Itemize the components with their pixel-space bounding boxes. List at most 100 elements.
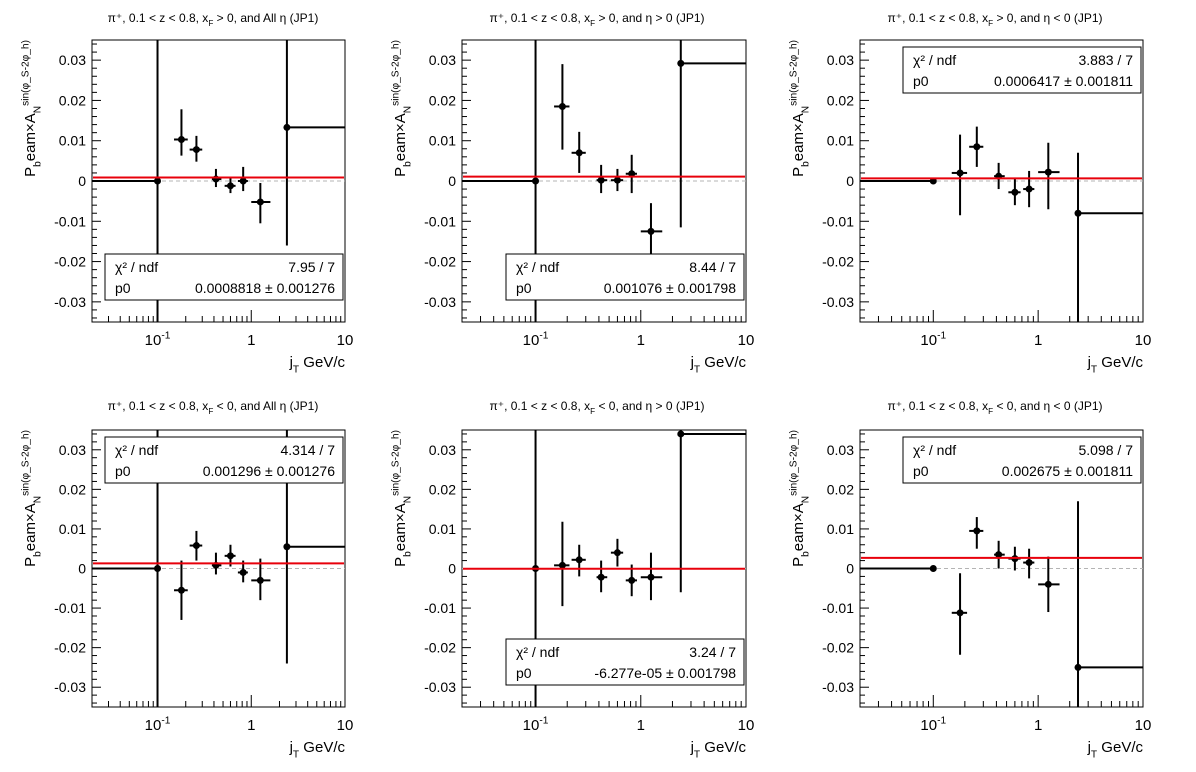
data-marker [628,576,636,584]
y-tick-label: 0 [846,561,854,577]
chart-title: π⁺, 0.1 < z < 0.8, xF > 0, and η > 0 (JP… [489,11,704,28]
stats-box: χ² / ndf 4.314 / 7 p0 0.001296 ± 0.001276 [104,436,344,484]
y-tick-label: 0.03 [59,442,86,458]
y-tick-label: 0.03 [59,52,86,68]
x-axis-label: jT GeV/c [289,739,346,760]
stats-p0-label: p0 [115,280,131,296]
x-axis-label: jT GeV/c [690,354,747,375]
data-point [951,134,968,216]
x-tick-label: 10 [1135,332,1152,349]
x-tick-label: 10-1​ [523,715,549,734]
y-tick-label: -0.03 [54,294,86,310]
x-tick-label: 1 [247,717,255,734]
y-tick-label: 0.01 [429,133,456,149]
data-marker [192,146,200,154]
data-marker [226,552,234,560]
stats-p0-label: p0 [913,73,929,89]
data-marker [1074,209,1082,217]
y-tick-label: 0 [846,173,854,189]
data-point [994,540,1005,569]
data-marker [239,177,247,185]
data-point [860,565,937,572]
y-tick-label: 0.02 [429,481,456,497]
y-tick-label: -0.01 [424,600,456,616]
data-marker [558,102,566,110]
chart-panel-4: π⁺, 0.1 < z < 0.8, xF < 0, and All η (JP… [20,399,353,760]
y-tick-label: 0 [78,561,86,577]
x-tick-label: 1 [1034,717,1042,734]
stats-p0-value: 0.001296 ± 0.001276 [203,463,335,479]
x-tick-label: 10-1​ [145,715,171,734]
data-point [189,135,203,162]
data-point [283,40,345,246]
data-marker [1025,559,1033,567]
x-tick-label: 10 [1135,717,1152,734]
stats-box: χ² / ndf 3.883 / 7 p0 0.0006417 ± 0.001811 [902,46,1142,94]
y-tick-label: -0.02 [54,640,86,656]
stats-box-frame [104,253,344,301]
y-tick-label: 0.02 [827,92,854,108]
y-tick-label: 0.01 [429,521,456,537]
data-point [625,564,637,597]
y-tick-label: -0.02 [822,254,854,270]
x-tick-label: 10-1​ [145,330,171,349]
y-tick-label: -0.03 [822,294,854,310]
stats-box-frame [104,436,344,484]
data-marker [154,565,162,572]
y-tick-label: -0.02 [424,254,456,270]
stats-p0-value: 0.0008818 ± 0.001276 [195,280,335,296]
y-axis-label: Pbeam×ANsin(φ_S-2φ_h)​ [20,40,43,177]
stats-chi2-label: χ² / ndf [913,52,956,68]
y-tick-label: 0.01 [827,133,854,149]
data-point [969,517,984,549]
data-point [640,552,663,601]
chart-panel-1: π⁺, 0.1 < z < 0.8, xF > 0, and All η (JP… [20,11,353,375]
data-point [174,109,188,156]
chart-panel-3: π⁺, 0.1 < z < 0.8, xF > 0, and η < 0 (JP… [788,11,1151,375]
y-tick-label: 0.02 [59,92,86,108]
y-tick-label: -0.02 [54,254,86,270]
stats-chi2-label: χ² / ndf [516,259,559,275]
x-tick-label: 10 [337,717,354,734]
stats-box-frame [902,46,1142,94]
stats-box: χ² / ndf 5.098 / 7 p0 0.002675 ± 0.001811 [902,436,1142,484]
y-tick-label: 0.03 [429,442,456,458]
stats-p0-label: p0 [516,665,532,681]
x-tick-label: 1 [637,717,645,734]
x-tick-label: 10 [738,717,755,734]
data-marker [154,177,162,185]
data-marker [575,556,583,564]
data-marker [177,136,185,144]
stats-chi2-value: 4.314 / 7 [281,442,336,458]
data-point [571,131,586,173]
data-marker [177,586,185,594]
stats-chi2-value: 3.883 / 7 [1079,52,1134,68]
stats-chi2-value: 5.098 / 7 [1079,442,1134,458]
y-tick-label: -0.02 [822,640,854,656]
chart-title: π⁺, 0.1 < z < 0.8, xF < 0, and η > 0 (JP… [489,399,704,416]
stats-box: χ² / ndf 7.95 / 7 p0 0.0008818 ± 0.001276 [104,253,344,301]
y-tick-label: -0.02 [424,640,456,656]
chart-title: π⁺, 0.1 < z < 0.8, xF > 0, and All η (JP… [108,11,319,28]
data-marker [929,565,937,572]
stats-chi2-label: χ² / ndf [516,644,559,660]
stats-box: χ² / ndf 8.44 / 7 p0 0.001076 ± 0.001798 [505,253,745,301]
data-marker [956,609,964,617]
stats-chi2-value: 8.44 / 7 [689,259,736,275]
data-point [189,530,203,561]
y-axis-label: Pbeam×ANsin(φ_S-2φ_h)​ [20,430,43,567]
stats-p0-value: 0.0006417 ± 0.001811 [994,73,1133,89]
data-marker [995,551,1003,559]
data-marker [1011,188,1019,196]
data-point [951,573,968,655]
y-tick-label: -0.03 [822,679,854,695]
stats-box-frame [505,638,745,686]
data-point [1038,556,1060,613]
y-tick-label: -0.01 [54,213,86,229]
data-marker [226,182,234,190]
stats-p0-value: 0.001076 ± 0.001798 [604,280,736,296]
stats-chi2-value: 3.24 / 7 [689,644,736,660]
x-tick-label: 1 [1034,332,1042,349]
y-tick-label: 0.03 [429,52,456,68]
